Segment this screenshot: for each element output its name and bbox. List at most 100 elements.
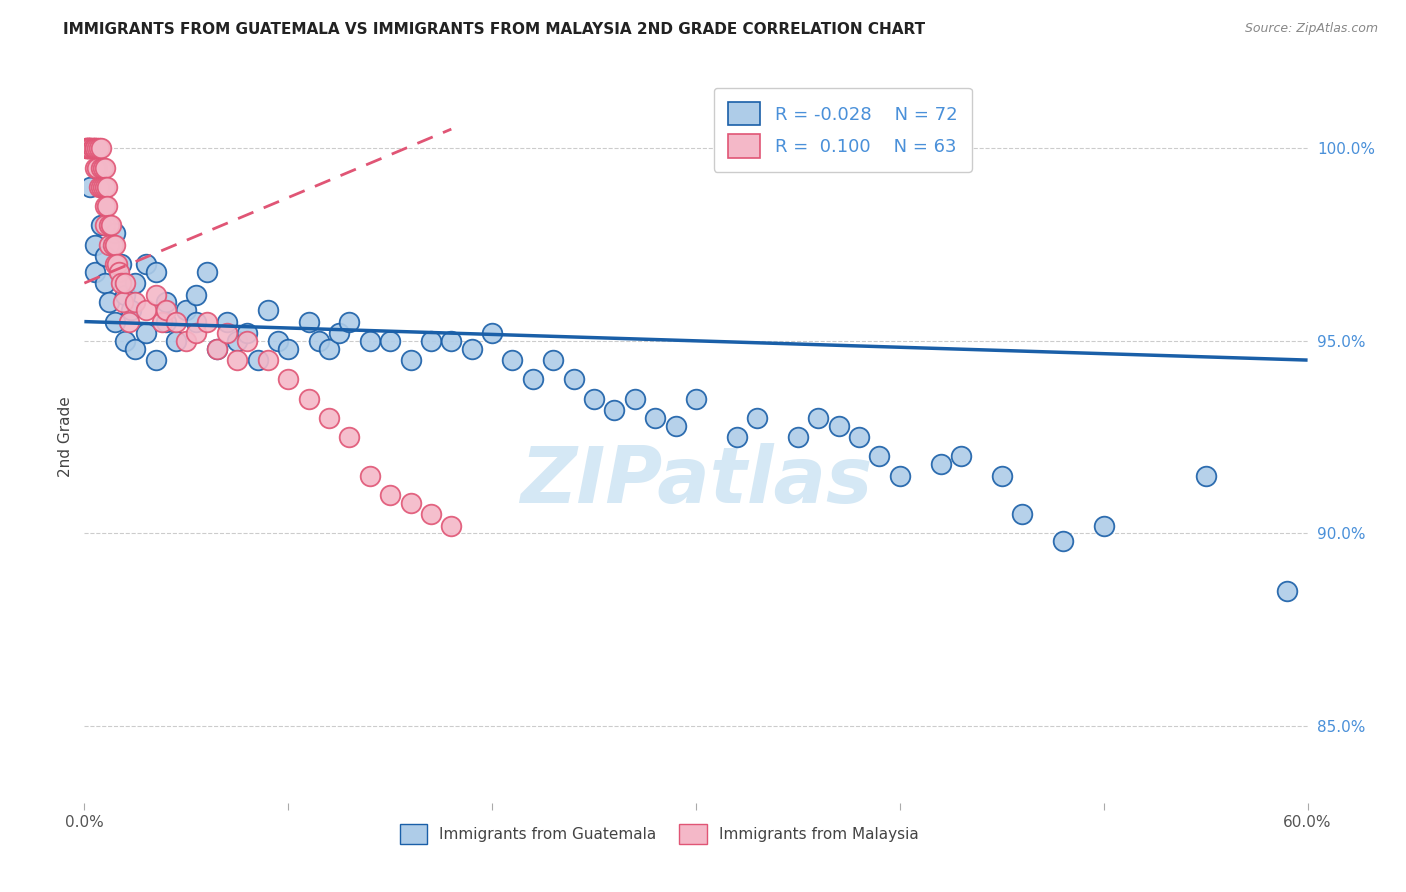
- Point: [644, 410, 666, 425]
- Point: [217, 326, 239, 340]
- Point: [205, 342, 228, 356]
- Point: [93, 219, 115, 233]
- Point: [100, 219, 122, 233]
- Point: [77, 141, 100, 155]
- Point: [124, 342, 146, 356]
- Point: [174, 303, 197, 318]
- Point: [481, 326, 503, 340]
- Point: [124, 276, 146, 290]
- Point: [82, 141, 104, 155]
- Point: [112, 295, 135, 310]
- Point: [359, 334, 381, 348]
- Point: [104, 237, 127, 252]
- Point: [96, 199, 118, 213]
- Point: [186, 315, 208, 329]
- Point: [807, 410, 830, 425]
- Point: [108, 264, 131, 278]
- Point: [118, 315, 141, 329]
- Point: [79, 141, 101, 155]
- Point: [79, 179, 101, 194]
- Point: [747, 410, 769, 425]
- Point: [562, 372, 585, 386]
- Point: [339, 430, 361, 444]
- Point: [83, 141, 105, 155]
- Point: [75, 141, 97, 155]
- Point: [257, 303, 280, 318]
- Point: [93, 249, 115, 263]
- Point: [114, 276, 136, 290]
- Point: [110, 276, 132, 290]
- Point: [1277, 584, 1299, 599]
- Point: [110, 257, 132, 271]
- Point: [83, 141, 105, 155]
- Point: [522, 372, 544, 386]
- Point: [950, 450, 973, 464]
- Point: [869, 450, 891, 464]
- Point: [583, 392, 606, 406]
- Point: [929, 457, 952, 471]
- Point: [461, 342, 484, 356]
- Point: [87, 179, 110, 194]
- Point: [120, 303, 142, 318]
- Point: [195, 315, 218, 329]
- Point: [79, 141, 101, 155]
- Point: [93, 199, 115, 213]
- Point: [1052, 534, 1074, 549]
- Point: [135, 303, 157, 318]
- Point: [86, 141, 108, 155]
- Text: Source: ZipAtlas.com: Source: ZipAtlas.com: [1244, 22, 1378, 36]
- Point: [91, 179, 114, 194]
- Point: [267, 334, 290, 348]
- Point: [90, 141, 112, 155]
- Point: [217, 315, 239, 329]
- Point: [105, 257, 128, 271]
- Point: [83, 161, 105, 175]
- Point: [165, 334, 187, 348]
- Point: [399, 353, 422, 368]
- Point: [380, 334, 402, 348]
- Point: [318, 410, 340, 425]
- Point: [97, 237, 120, 252]
- Legend: Immigrants from Guatemala, Immigrants from Malaysia: Immigrants from Guatemala, Immigrants fr…: [394, 818, 925, 850]
- Point: [186, 326, 208, 340]
- Point: [685, 392, 707, 406]
- Point: [135, 326, 157, 340]
- Point: [1195, 468, 1218, 483]
- Point: [195, 264, 218, 278]
- Point: [97, 219, 120, 233]
- Point: [75, 141, 97, 155]
- Point: [298, 392, 321, 406]
- Point: [96, 179, 118, 194]
- Point: [236, 326, 259, 340]
- Point: [155, 295, 177, 310]
- Point: [399, 495, 422, 509]
- Point: [83, 237, 105, 252]
- Point: [150, 315, 173, 329]
- Point: [257, 353, 280, 368]
- Point: [420, 507, 443, 521]
- Point: [991, 468, 1014, 483]
- Point: [114, 287, 136, 301]
- Point: [624, 392, 647, 406]
- Point: [155, 315, 177, 329]
- Point: [318, 342, 340, 356]
- Point: [186, 287, 208, 301]
- Point: [104, 315, 127, 329]
- Point: [236, 334, 259, 348]
- Y-axis label: 2nd Grade: 2nd Grade: [58, 397, 73, 477]
- Point: [93, 179, 115, 194]
- Point: [87, 141, 110, 155]
- Point: [440, 334, 463, 348]
- Point: [848, 430, 870, 444]
- Point: [174, 334, 197, 348]
- Point: [124, 295, 146, 310]
- Point: [205, 342, 228, 356]
- Point: [77, 141, 100, 155]
- Point: [90, 179, 112, 194]
- Point: [145, 287, 167, 301]
- Point: [665, 418, 688, 433]
- Point: [104, 226, 127, 240]
- Point: [502, 353, 524, 368]
- Point: [82, 141, 104, 155]
- Point: [246, 353, 269, 368]
